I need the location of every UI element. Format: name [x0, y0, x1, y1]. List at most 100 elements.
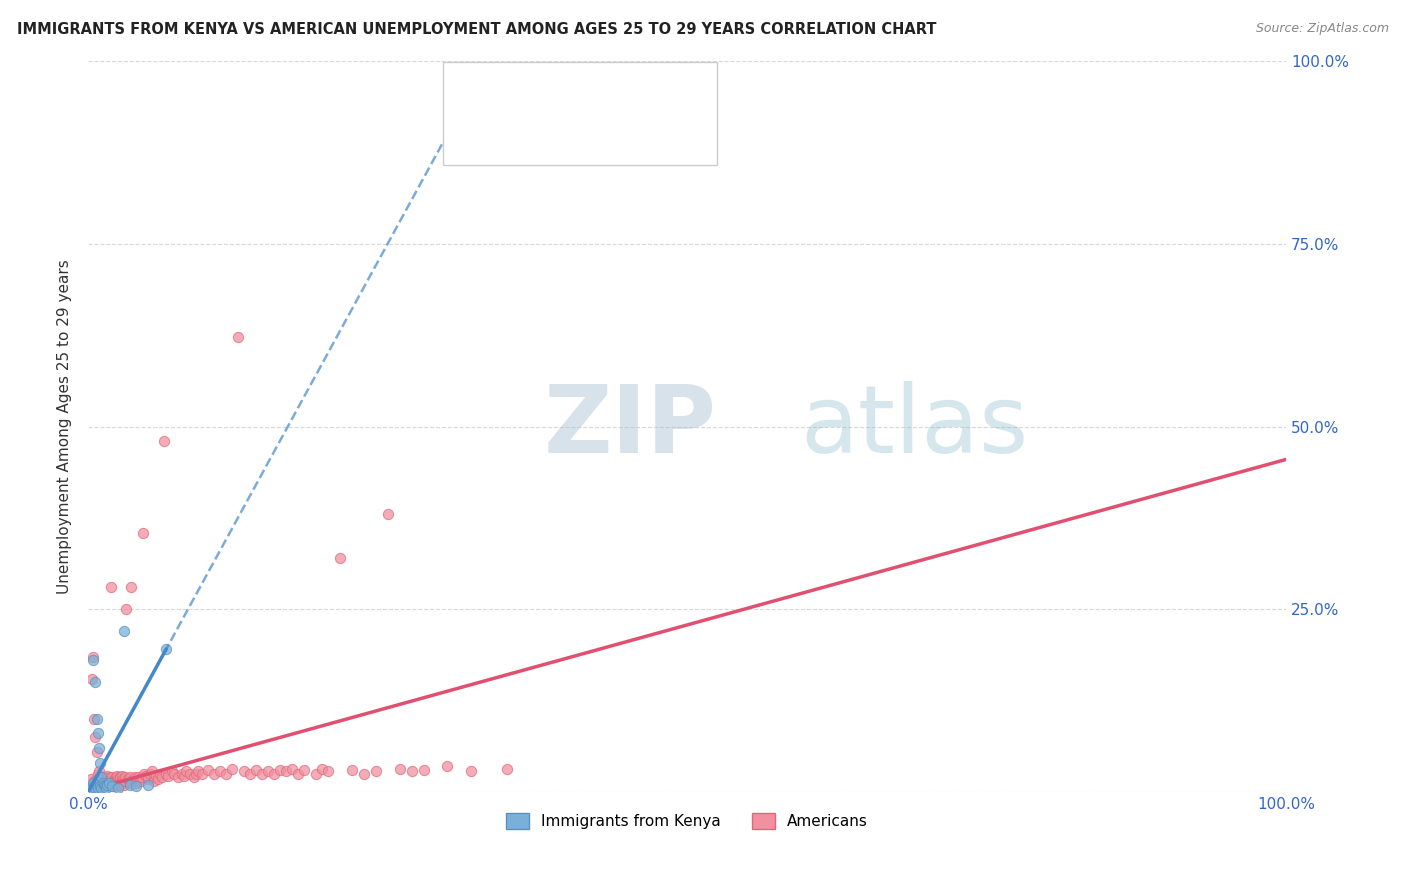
Point [122, 772, 145, 786]
Point [108, 774, 131, 789]
Point [87, 772, 110, 786]
Point [127, 770, 149, 784]
Point [89, 779, 111, 793]
Point [145, 769, 167, 783]
Point [136, 778, 159, 792]
Point [98, 770, 121, 784]
Point [111, 774, 134, 789]
Point [111, 769, 134, 783]
Point [120, 776, 142, 790]
Point [239, 766, 262, 780]
Point [245, 763, 267, 777]
Point [176, 764, 198, 779]
Point [377, 508, 399, 522]
Point [94, 772, 117, 786]
Point [121, 774, 143, 789]
Point [221, 762, 243, 776]
Point [143, 774, 166, 789]
Point [134, 766, 156, 780]
Point [117, 772, 139, 786]
Point [100, 776, 122, 790]
Point [80, 781, 103, 796]
Text: ZIP: ZIP [543, 381, 716, 473]
Point [93, 779, 115, 793]
Point [87, 780, 110, 795]
Point [269, 763, 291, 777]
Point [94, 770, 117, 784]
Point [91, 776, 114, 790]
Point [136, 772, 159, 786]
Point [107, 781, 129, 796]
Point [103, 774, 125, 789]
Point [103, 776, 125, 790]
Point [96, 776, 118, 790]
Point [101, 778, 124, 792]
Point [97, 774, 120, 789]
Point [83, 779, 105, 793]
Legend: Immigrants from Kenya, Americans: Immigrants from Kenya, Americans [501, 807, 875, 836]
Point [86, 712, 108, 726]
Point [84, 776, 107, 790]
Point [105, 769, 128, 783]
Point [155, 642, 177, 657]
Point [111, 772, 134, 786]
Point [93, 778, 115, 792]
Point [98, 774, 121, 789]
Point [163, 766, 186, 780]
Point [87, 766, 110, 780]
Point [94, 781, 117, 796]
Point [86, 778, 108, 792]
Point [83, 712, 105, 726]
Point [112, 778, 135, 792]
Text: 0.554: 0.554 [536, 122, 583, 136]
Point [80, 672, 103, 686]
Point [146, 772, 169, 786]
Point [305, 766, 328, 780]
Point [128, 772, 150, 786]
Point [401, 764, 423, 779]
Point [90, 781, 112, 796]
Point [97, 778, 120, 792]
Point [184, 766, 207, 780]
Point [82, 653, 104, 667]
Point [94, 779, 117, 793]
Point [292, 763, 315, 777]
Point [125, 779, 148, 793]
Point [120, 580, 142, 594]
Point [112, 774, 135, 789]
Point [105, 778, 128, 792]
Point [91, 774, 114, 789]
Point [110, 770, 132, 784]
Point [141, 764, 163, 779]
Point [100, 580, 122, 594]
Point [232, 764, 254, 779]
Text: IMMIGRANTS FROM KENYA VS AMERICAN UNEMPLOYMENT AMONG AGES 25 TO 29 YEARS CORRELA: IMMIGRANTS FROM KENYA VS AMERICAN UNEMPL… [17, 22, 936, 37]
Point [101, 770, 124, 784]
Point [250, 766, 273, 780]
Point [90, 779, 112, 793]
Point [84, 781, 107, 796]
Point [110, 778, 132, 792]
Point [263, 766, 285, 780]
Point [496, 762, 519, 776]
Text: R =: R = [499, 122, 533, 136]
Point [114, 770, 136, 784]
Point [170, 766, 193, 780]
Point [89, 776, 111, 790]
Point [274, 764, 297, 779]
Text: 0.526: 0.526 [536, 82, 583, 96]
Point [84, 730, 107, 744]
Point [87, 764, 110, 779]
Point [388, 762, 411, 776]
Point [118, 774, 141, 789]
Point [120, 770, 142, 784]
Point [173, 769, 195, 783]
Point [125, 776, 148, 790]
Point [135, 769, 157, 783]
Point [191, 766, 214, 780]
Point [83, 779, 105, 793]
Point [97, 776, 120, 790]
Point [83, 774, 105, 789]
Text: R =: R = [499, 82, 533, 96]
Point [87, 726, 110, 740]
